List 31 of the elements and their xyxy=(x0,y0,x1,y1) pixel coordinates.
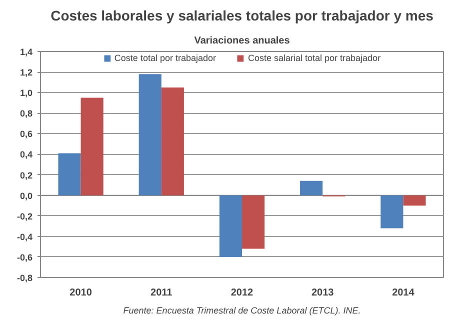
bar xyxy=(219,195,242,257)
y-tick-label: 1,0 xyxy=(20,88,33,98)
bar xyxy=(161,87,184,196)
y-tick-label: -0,4 xyxy=(16,232,33,242)
x-tick-label: 2010 xyxy=(70,288,92,298)
bar xyxy=(80,98,104,196)
y-tick-label: 0,0 xyxy=(20,190,33,201)
legend-label: Coste salarial total por trabajador xyxy=(248,53,381,63)
chart-subtitle: Variaciones anuales xyxy=(194,36,290,46)
bar xyxy=(403,195,426,206)
y-tick-label: 1,4 xyxy=(20,47,33,57)
chart-title: Costes laborales y salariales totales por trabajador y mes xyxy=(50,8,434,24)
x-tick-label: 2011 xyxy=(150,288,173,298)
bar xyxy=(300,180,323,196)
y-tick-label: -0,8 xyxy=(16,273,33,283)
y-tick-label: -0,6 xyxy=(16,252,33,262)
legend-label: Coste total por trabajador xyxy=(114,53,216,63)
x-tick-label: 2014 xyxy=(392,288,415,298)
bar xyxy=(58,153,81,196)
y-tick-label: 0,6 xyxy=(20,129,33,140)
bar xyxy=(138,74,162,196)
source-note: Fuente: Encuesta Trimestral de Coste Laboral (ETCL). INE. xyxy=(123,306,361,316)
y-tick-label: 0,4 xyxy=(20,150,33,160)
bar xyxy=(242,195,265,249)
bar xyxy=(380,195,404,228)
x-tick-label: 2012 xyxy=(230,288,254,298)
y-tick-label: -0,2 xyxy=(16,211,33,222)
y-tick-label: 0,2 xyxy=(20,170,33,180)
x-tick-label: 2013 xyxy=(311,288,334,298)
y-tick-label: 1,2 xyxy=(20,68,33,78)
y-tick-label: 0,8 xyxy=(20,108,33,119)
